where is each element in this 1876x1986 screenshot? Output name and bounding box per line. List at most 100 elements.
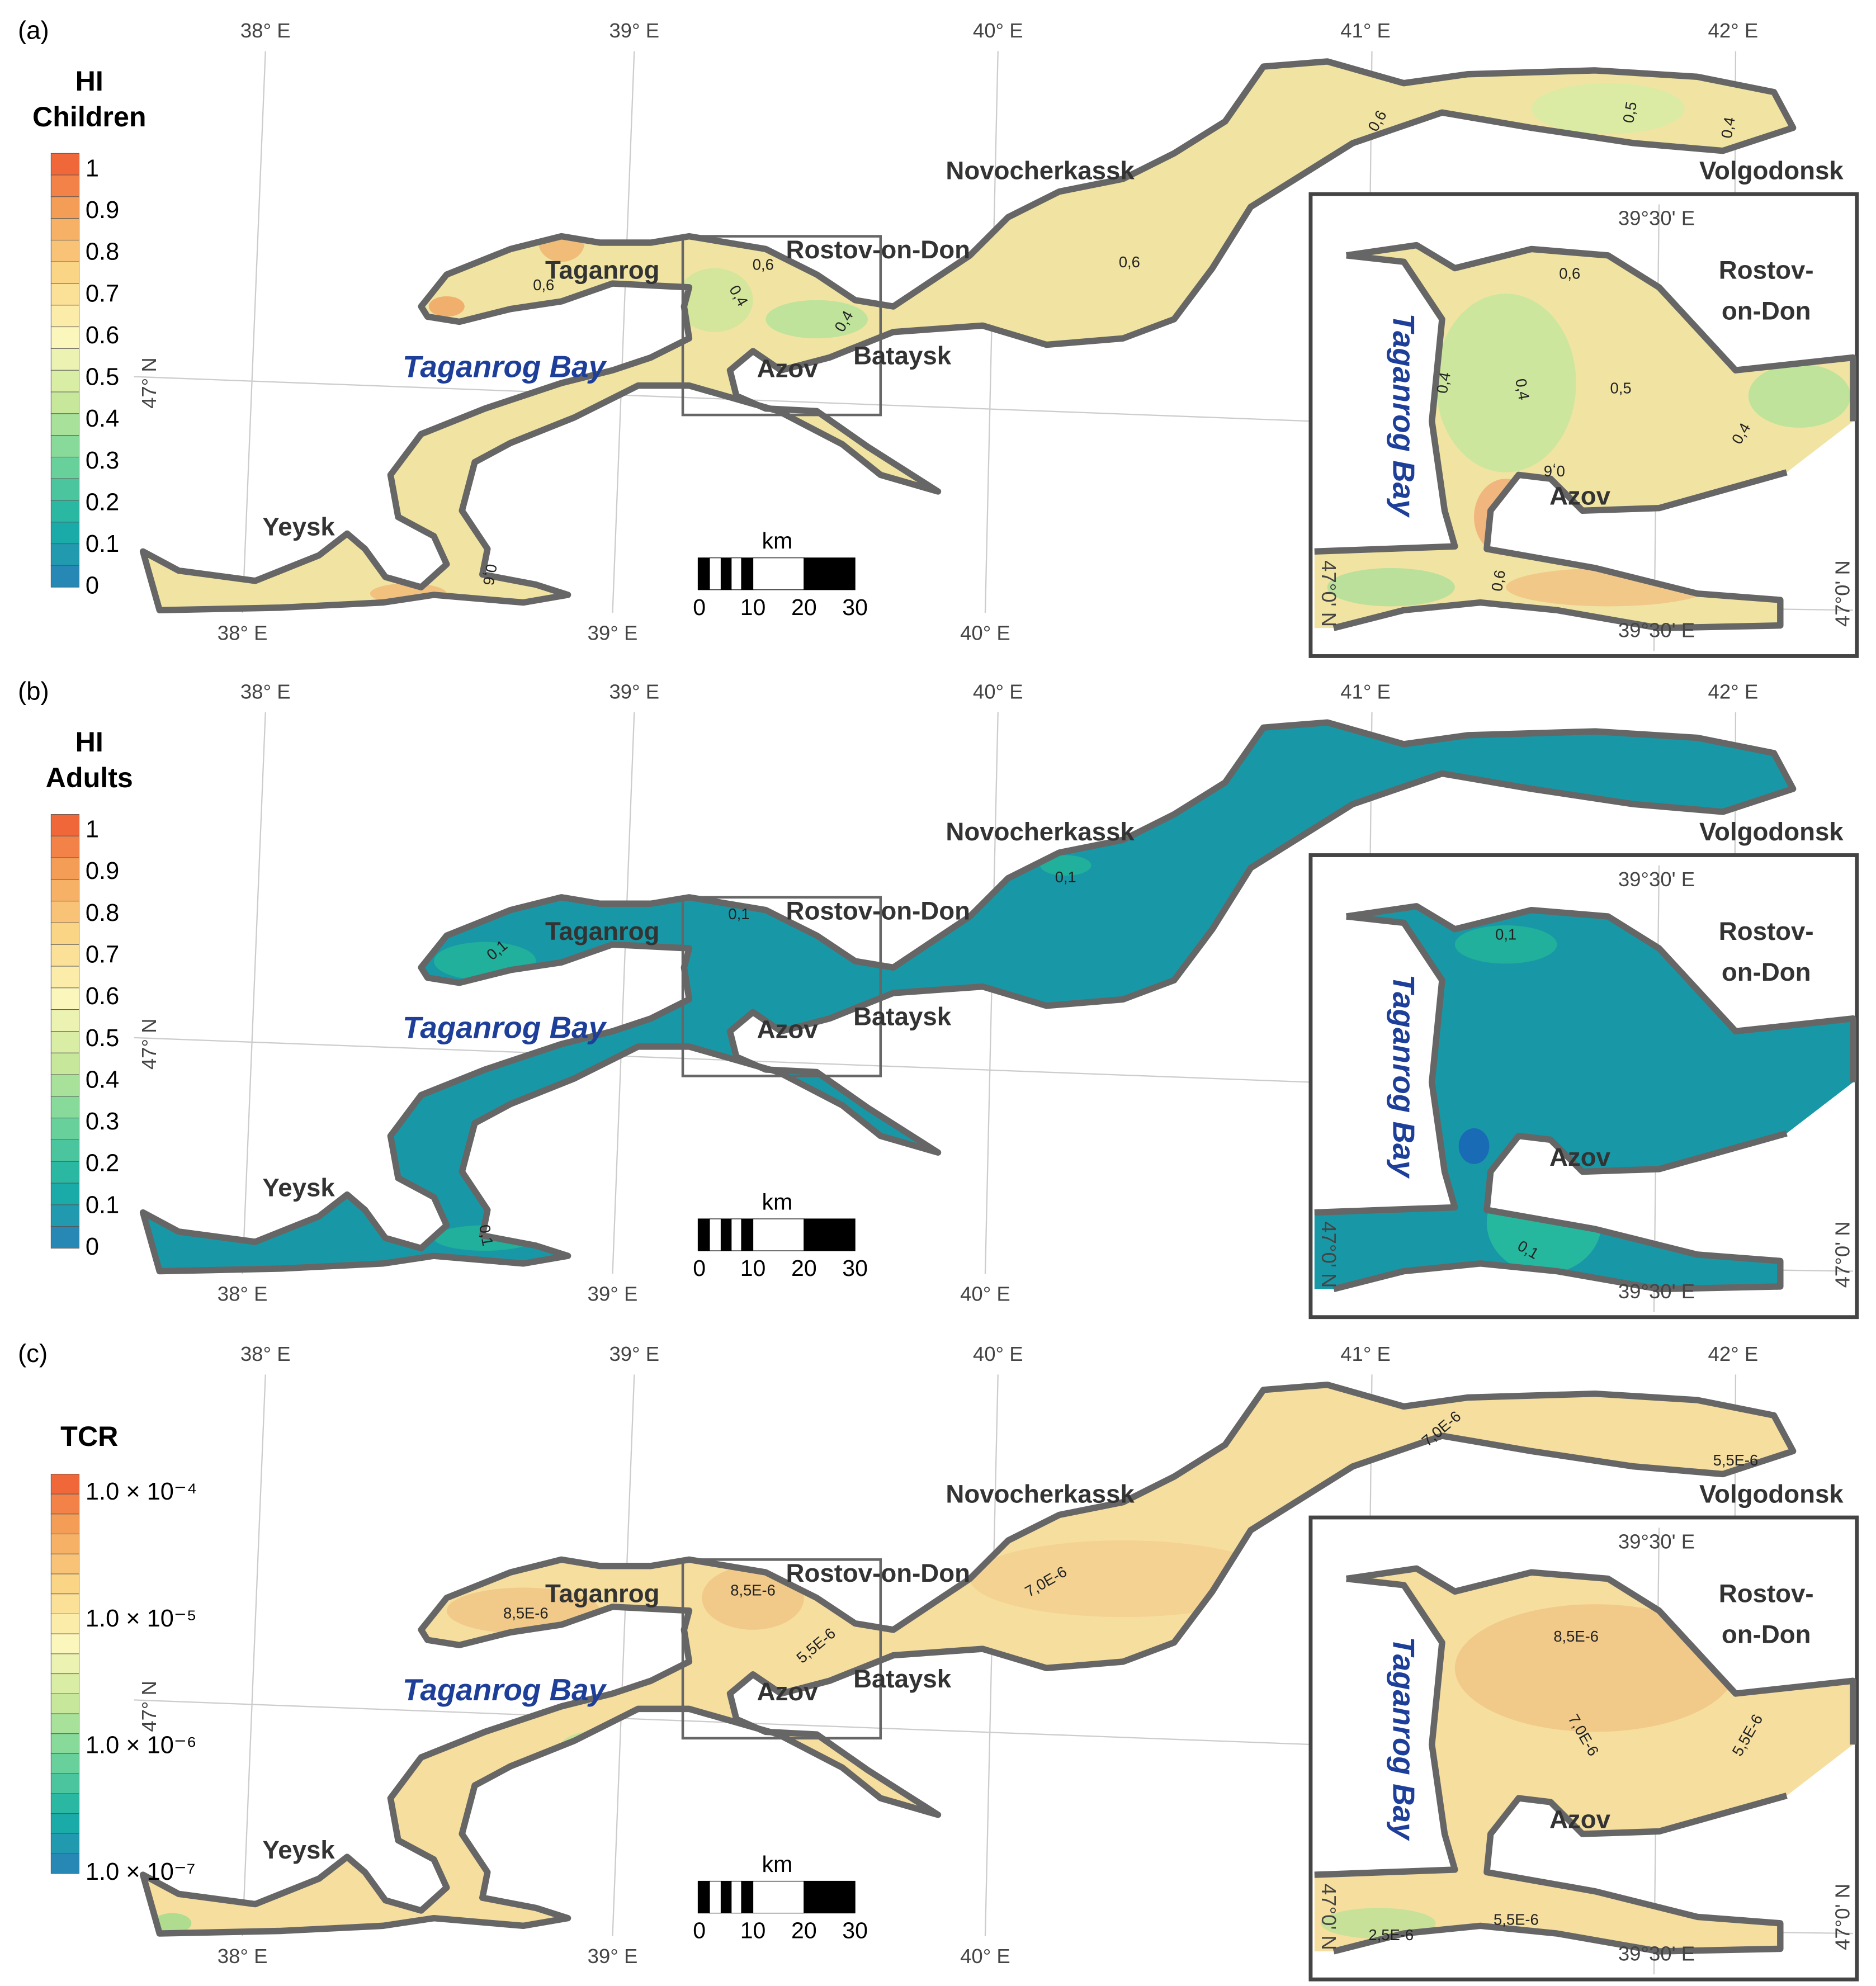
field-zone [1435,294,1576,472]
legend-swatch [50,901,79,923]
legend-title: HI [75,65,103,97]
bay-label: Taganrog Bay [403,349,607,384]
legend-swatch [50,239,79,262]
field-zone [153,1913,192,1934]
shoreline [139,719,1797,1275]
inset-shoreline [1314,1575,1458,1878]
legend-title: HI [75,726,103,758]
field-zone [1748,363,1851,428]
legend-title: Adults [46,762,133,793]
legend-tick: 0.5 [86,1025,119,1052]
scale-segment [731,557,742,590]
scale-tick: 0 [693,1255,706,1281]
lat-label: 47° N [138,357,160,409]
legend-swatch [50,456,79,479]
lon-label: 38° E [240,1342,291,1365]
panel: (c) 38° E 39° E 40° E 41° E 42° E 38° E 39° E 40… [18,1339,1859,1982]
scale-segment [697,1880,710,1914]
legend-tick: 0.8 [86,239,119,266]
legend-tick: 1.0 × 10⁻⁵ [86,1605,197,1632]
legend-swatch [50,1031,79,1053]
legend-swatch [50,966,79,989]
legend-swatch [50,1553,79,1574]
lon-label: 39° E [609,1342,659,1365]
contour-label: 0,1 [1055,868,1076,886]
scale-segment [720,557,732,590]
legend-swatch [50,1853,79,1874]
scale-segment [720,1218,732,1251]
scale-segment [804,557,856,590]
inset-lon: 39°30' E [1618,207,1695,230]
scale-tick: 10 [740,1918,766,1944]
legend-swatch [50,1052,79,1075]
legend-tick: 1 [86,155,99,182]
inset-place: on-Don [1722,958,1811,986]
bay-label: Taganrog Bay [403,1672,607,1707]
legend-tick: 0.5 [86,364,119,391]
lon-label: 41° E [1340,1342,1391,1365]
legend-swatch [50,1074,79,1097]
water-body [143,1384,1793,1934]
scale-tick: 10 [740,1255,766,1281]
scale-unit: km [762,528,793,554]
graticule [134,376,1315,422]
scale-unit: km [762,1851,793,1877]
legend-swatch [50,305,79,328]
scale-tick: 20 [791,1255,817,1281]
legend-swatch [50,196,79,219]
legend-swatch [50,283,79,306]
graticule [242,51,266,613]
contour-label: 0,1 [476,1223,497,1247]
place-label: Yeysk [262,1836,335,1864]
inset-lat: 47°0' N [1831,1221,1854,1288]
legend-tick: 0.7 [86,280,119,307]
contour-label: 0,4 [1433,371,1454,395]
legend-swatch [50,1226,79,1249]
lon-label: 39° E [588,1283,638,1306]
legend-swatch [50,1653,79,1675]
place-label: Bataysk [853,1665,952,1693]
legend-swatch [50,1473,79,1495]
legend-swatch [50,857,79,880]
legend-title: TCR [60,1421,118,1452]
legend-tick: 0.2 [86,489,119,516]
graticule [612,712,635,1274]
legend-swatch [50,1673,79,1694]
scale-tick: 30 [842,1918,868,1944]
inset-lon: 39°30' E [1618,619,1695,642]
field-zone [561,1729,664,1760]
scale-segment [697,557,710,590]
lon-label: 39° E [609,680,659,703]
place-label: Rostov-on-Don [786,896,970,925]
graticule [242,1374,266,1936]
legend-tick: 1.0 × 10⁻⁷ [86,1859,196,1885]
scale-segment [709,557,722,590]
graticule [612,1374,635,1936]
inset-extent [681,1558,882,1740]
place-label: Taganrog [545,1579,659,1607]
legend-swatch [50,923,79,945]
inset-shoreline [1314,252,1458,555]
contour-label: 0,6 [1559,264,1580,282]
scale-segment [752,1218,805,1251]
lon-label: 39° E [588,621,638,644]
lon-label: 39° E [609,19,659,42]
contour-label: 0,5 [1610,380,1632,397]
legend-swatch [50,1183,79,1205]
scale-segment [752,557,805,590]
legend-swatch [50,1833,79,1854]
inset-place: Rostov- [1719,256,1814,285]
inset-place: Azov [1549,1143,1611,1171]
legend-swatch [50,413,79,436]
legend-swatch [50,1813,79,1834]
place-label: Yeysk [262,512,335,541]
field-zone [428,296,465,317]
lon-label: 39° E [588,1945,638,1968]
graticule [242,712,266,1274]
lat-label: 47° N [138,1018,160,1070]
scale-segment [741,557,754,590]
legend-swatch [50,944,79,967]
lon-label: 42° E [1708,1342,1759,1365]
panel-label: (a) [18,16,49,44]
inset-shoreline [1346,903,1856,1082]
